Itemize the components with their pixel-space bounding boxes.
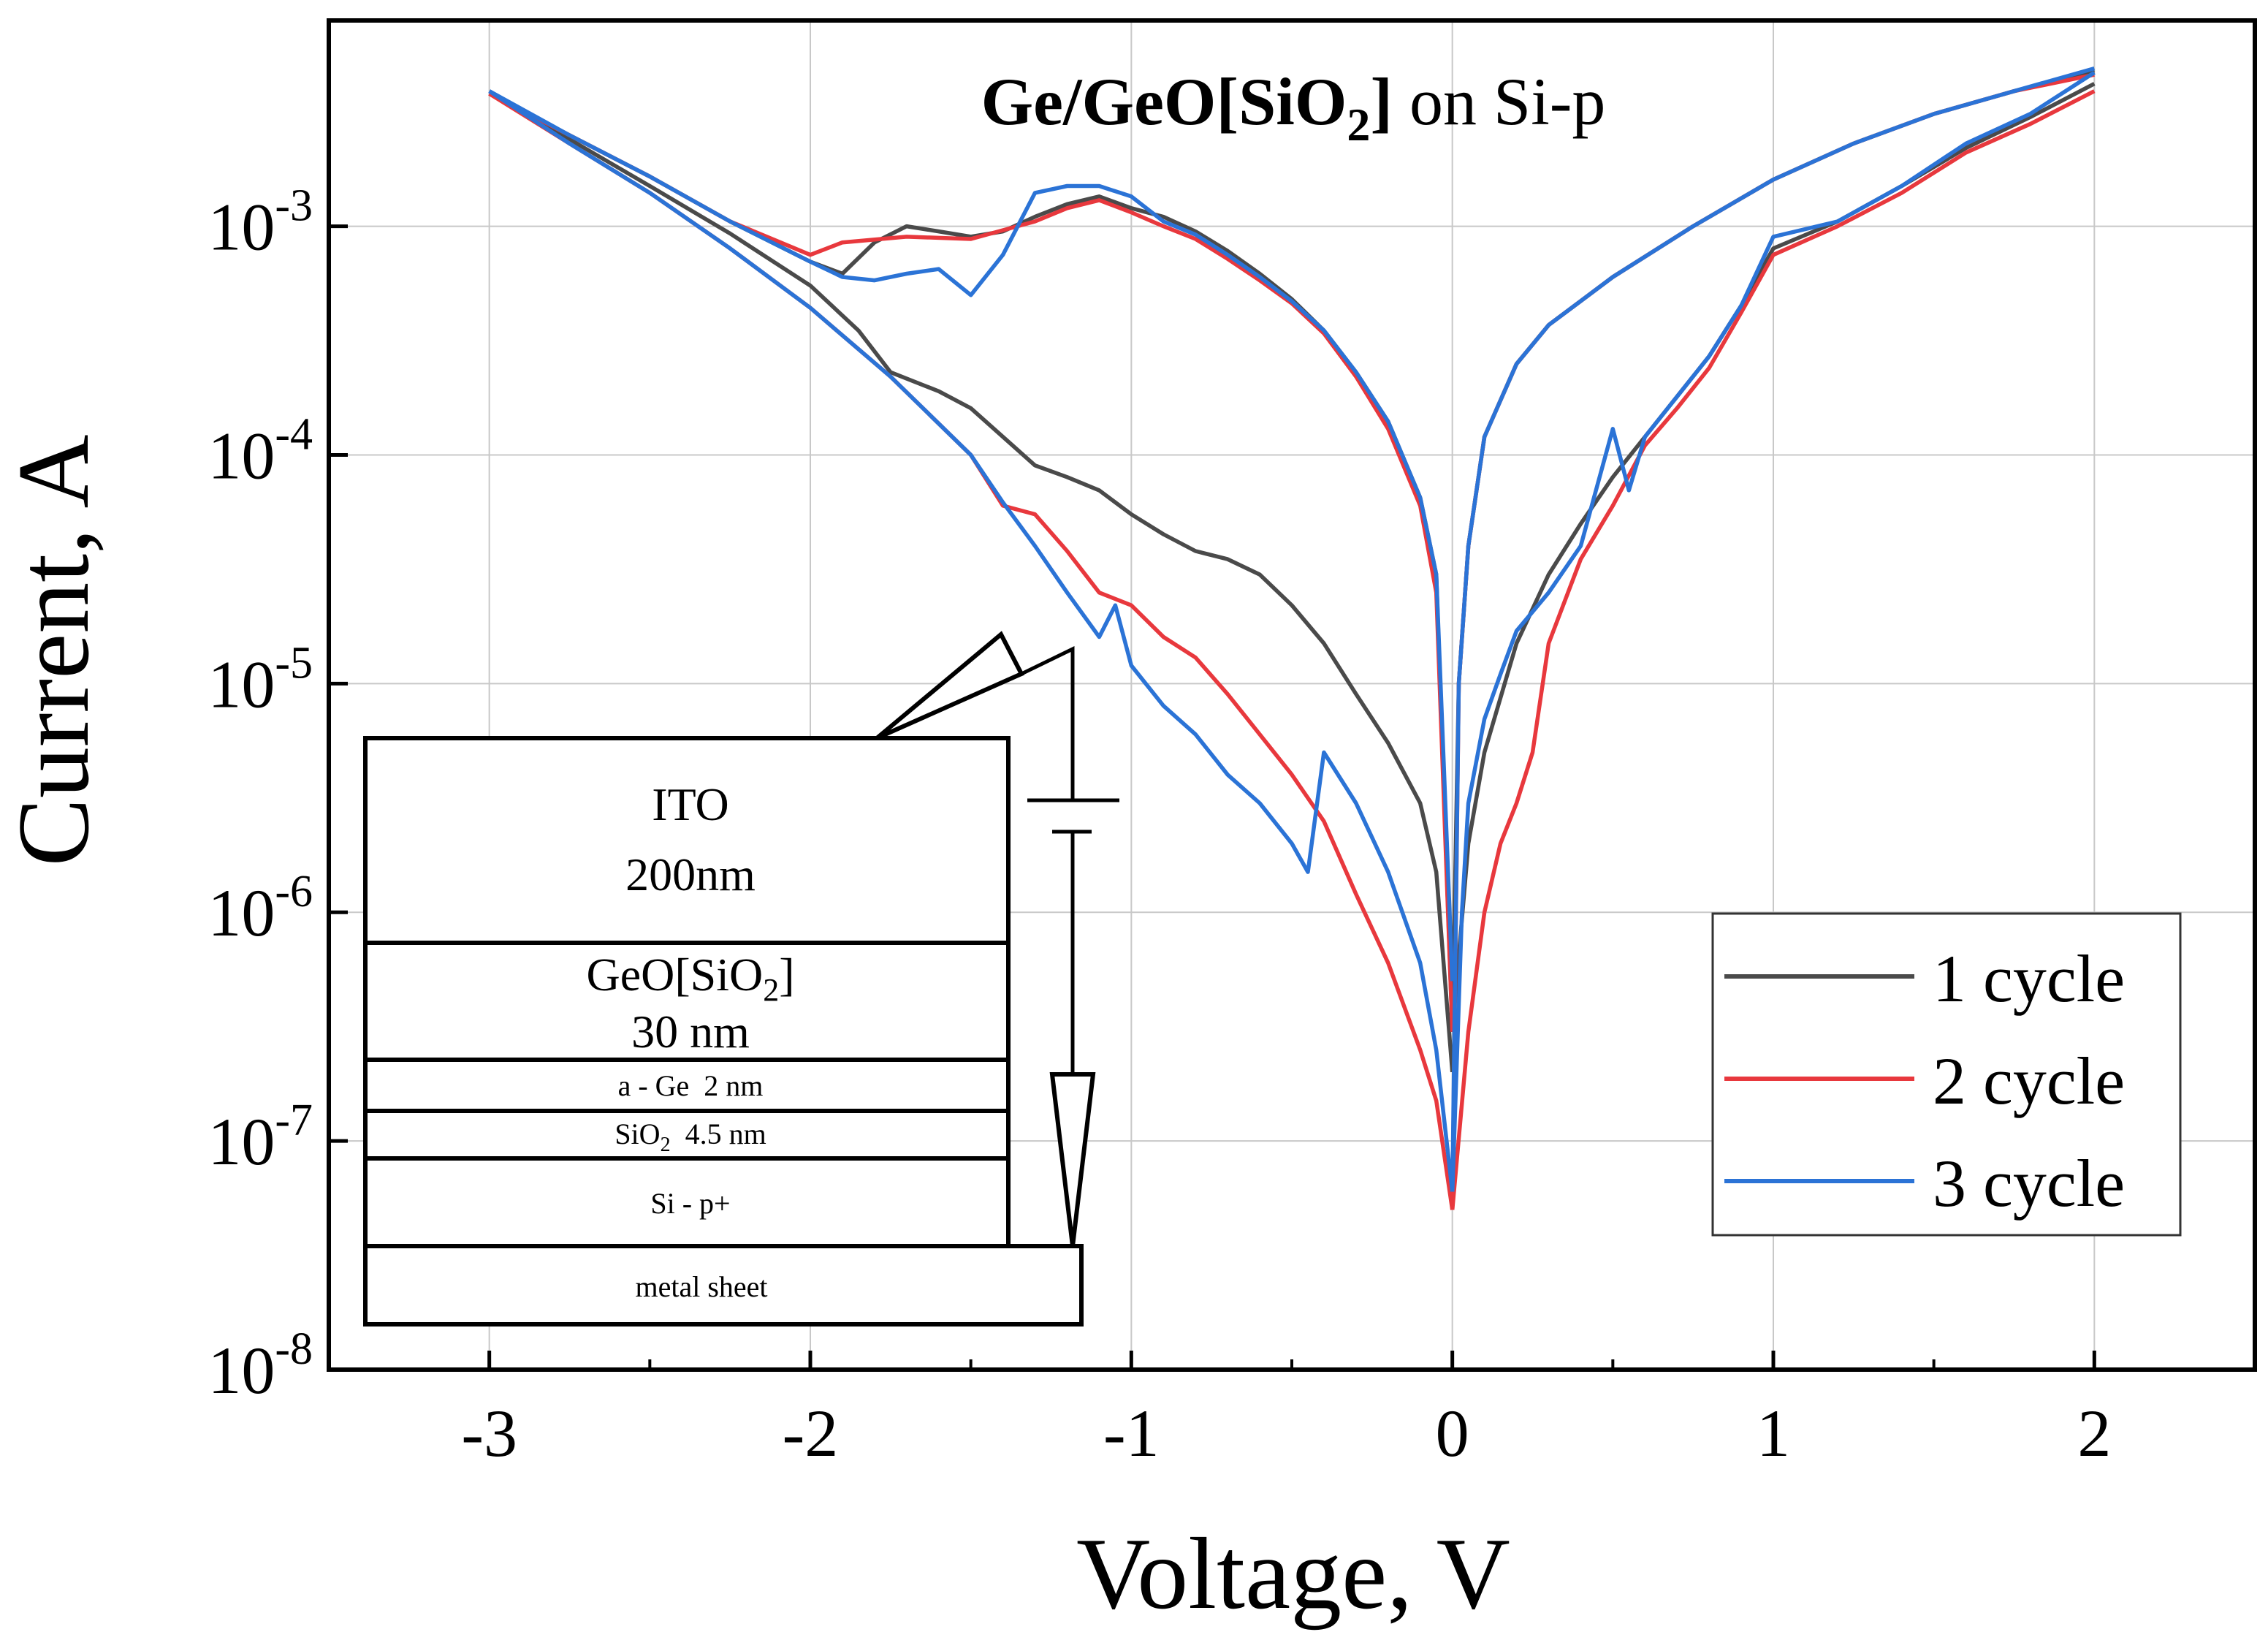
probe-wire-top — [1020, 646, 1075, 800]
x-tick-label: -1 — [1103, 1396, 1160, 1470]
layer-a-ge-label: a - Ge 2 nm — [618, 1069, 764, 1102]
top-probe-icon — [875, 631, 1025, 740]
legend-label-3-cycle: 3 cycle — [1933, 1146, 2125, 1221]
series-line-2-cycle — [1450, 89, 2096, 1210]
x-tick-label: 0 — [1436, 1396, 1469, 1470]
y-tick-label: 10-5 — [208, 638, 313, 721]
ticks: -3 -2 -1 0 1 2 10-8 10-7 10-6 10-5 10-4 10-3 — [208, 181, 2111, 1470]
y-tick-label: 10-8 — [208, 1324, 313, 1408]
legend: 1 cycle 2 cycle 3 cycle — [1711, 912, 2182, 1237]
y-tick-label: 10-7 — [208, 1096, 313, 1179]
x-axis-title: Voltage, V — [1076, 1517, 1510, 1631]
series-line-3-cycle — [1450, 70, 2096, 1192]
y-axis-title: Current, A — [0, 434, 110, 866]
series-line-3-cycle — [1450, 66, 2096, 1192]
layer-si-p-label: Si - p+ — [650, 1187, 730, 1220]
layer-ito-thickness: 200nm — [625, 849, 756, 900]
layer-metal-label: metal sheet — [635, 1270, 767, 1303]
layer-si-p — [363, 1156, 1011, 1248]
x-tick-label: -3 — [461, 1396, 517, 1470]
x-tick-label: 1 — [1757, 1396, 1790, 1470]
device-schematic: ITO 200nm GeO[SiO2] 30 nm a - Ge 2 nm Si… — [363, 631, 1119, 1327]
y-tick-label: 10-3 — [208, 181, 313, 265]
y-tick-label: 10-6 — [208, 867, 313, 950]
series-line-3-cycle — [488, 89, 1455, 1192]
layer-ito-label: ITO — [652, 778, 728, 830]
layer-metal-sheet — [363, 1244, 1084, 1327]
layer-sio2-label: SiO2 4.5 nm — [614, 1117, 766, 1156]
x-tick-label: 2 — [2077, 1396, 2111, 1470]
series-line-3-cycle — [488, 89, 1455, 982]
x-tick-label: -2 — [783, 1396, 839, 1470]
series-layer — [488, 66, 2096, 1210]
layer-ito — [363, 736, 1011, 945]
layer-geo-sio2-label: GeO[SiO2] — [586, 949, 794, 1008]
chart-title: Ge/GeO[SiO2] on Si-p — [981, 64, 1606, 151]
legend-label-2-cycle: 2 cycle — [1933, 1044, 2125, 1118]
series-line-2-cycle — [488, 91, 1455, 1032]
bottom-probe-icon — [1049, 1072, 1096, 1247]
series-line-1-cycle — [488, 91, 1455, 1073]
layer-geo-sio2-thickness: 30 nm — [631, 1006, 750, 1058]
y-tick-label: 10-4 — [208, 409, 313, 493]
legend-label-1-cycle: 1 cycle — [1933, 941, 2125, 1016]
